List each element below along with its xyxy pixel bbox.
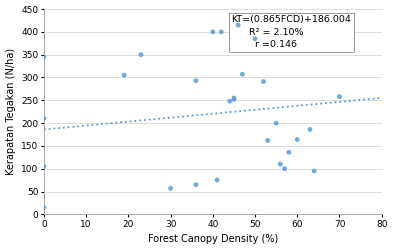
Point — [277, 162, 283, 166]
Point — [167, 186, 174, 190]
Point — [231, 98, 237, 102]
Point — [264, 138, 271, 142]
Point — [336, 95, 343, 99]
Point — [307, 128, 313, 132]
Point — [286, 150, 292, 154]
Point — [41, 206, 47, 210]
Point — [260, 80, 266, 84]
X-axis label: Forest Canopy Density (%): Forest Canopy Density (%) — [148, 234, 278, 244]
Point — [273, 121, 279, 125]
Text: KT=(0.865FCD)+186.004
      R² = 2.10%
        r =0.146: KT=(0.865FCD)+186.004 R² = 2.10% r =0.14… — [231, 15, 351, 49]
Point — [41, 55, 47, 59]
Point — [311, 169, 317, 173]
Point — [294, 138, 300, 141]
Point — [218, 30, 224, 34]
Point — [209, 30, 216, 34]
Point — [235, 23, 241, 27]
Point — [138, 53, 144, 57]
Point — [41, 164, 47, 168]
Point — [193, 183, 199, 187]
Point — [252, 37, 258, 41]
Point — [239, 72, 246, 76]
Point — [231, 96, 237, 100]
Point — [193, 79, 199, 83]
Point — [226, 99, 233, 103]
Y-axis label: Kerapatan Tegakan (N/ha): Kerapatan Tegakan (N/ha) — [6, 48, 16, 175]
Point — [41, 116, 47, 120]
Point — [121, 73, 127, 77]
Point — [214, 178, 220, 182]
Point — [281, 167, 288, 171]
